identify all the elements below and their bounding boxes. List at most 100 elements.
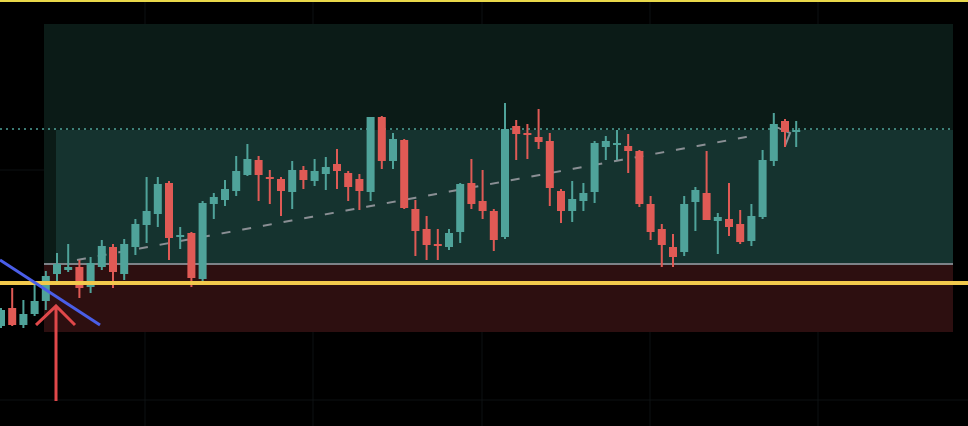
candle [758,150,767,219]
candle-body [523,133,532,135]
candle [377,116,386,169]
candle-body [400,140,409,208]
candle [601,136,610,160]
candle-body [277,179,285,191]
candle [523,124,532,159]
candle [590,141,599,203]
candle [467,159,476,209]
candle-body [310,171,319,181]
candle [221,180,229,206]
candle-body [254,160,263,175]
candle-body [131,224,140,247]
candle-body [0,310,5,326]
candle [366,117,375,201]
candle [389,133,397,169]
candle-body [411,209,420,231]
candle-body [176,235,185,237]
candle [725,183,733,236]
candle [747,204,756,246]
candle-body [445,233,453,247]
candle [422,216,431,260]
candle-body [355,179,364,191]
candle-body [19,314,28,325]
candle [613,130,621,160]
candle-body [792,130,801,132]
candle-body [489,211,498,240]
candle [277,177,285,216]
candle [232,156,241,196]
candle [19,300,28,328]
candle [433,229,442,260]
candle [0,308,5,328]
candle-body [153,184,162,214]
candle [545,133,554,206]
candle [176,227,185,249]
candle [75,260,84,298]
candle [53,253,61,283]
candle-body [142,211,151,225]
candle-body [456,184,465,232]
candle [344,171,353,201]
candle [187,232,196,287]
candle-body [389,139,397,161]
candle [109,244,117,288]
candle-body [512,126,521,134]
blue-trendline[interactable] [0,258,101,327]
candle [64,244,73,272]
candle-body [669,247,677,257]
demand-zone[interactable] [44,264,953,332]
candles [0,103,801,328]
candle-body [288,170,297,192]
candle [501,103,509,239]
candle [456,183,465,243]
candle-body [601,141,610,147]
candle [265,170,274,204]
candle-body [97,246,106,267]
candle-body [691,190,700,202]
candle [86,257,95,293]
candle-body [725,219,733,227]
candle-body [758,160,767,217]
candle [769,113,778,166]
candle-body [579,193,588,201]
candle-body [501,129,509,237]
candle-body [736,224,745,242]
candle [310,159,319,186]
candle-body [422,229,431,245]
candle-body [209,197,218,204]
candle [321,157,330,190]
candle [657,224,666,267]
candle-body [344,173,353,187]
candle [646,196,655,240]
candle-body [64,267,73,270]
candle [579,183,588,211]
candle-body [478,201,487,211]
candle [198,201,207,283]
candle-body [265,177,274,179]
candle [680,196,689,256]
candle-body [86,263,95,287]
dashed-trendline-tail [775,126,792,147]
candle [669,234,677,267]
candle-body [165,183,173,238]
candle-body [545,141,554,188]
candle [97,240,106,270]
candle [411,200,420,256]
candle-body [657,229,666,245]
candle-body [534,137,543,142]
candle [153,177,162,227]
arrow-up-icon[interactable] [34,303,77,401]
candle-body [624,146,633,151]
candle [478,170,487,219]
candle [333,149,341,189]
price-scale-area [953,3,968,281]
candle-body [590,143,599,192]
candle-body [366,117,375,192]
candle-body [557,191,565,211]
candle [120,239,129,280]
candle-body [198,203,207,279]
candle [355,174,364,210]
candle [792,121,801,147]
candle-body [635,151,644,204]
